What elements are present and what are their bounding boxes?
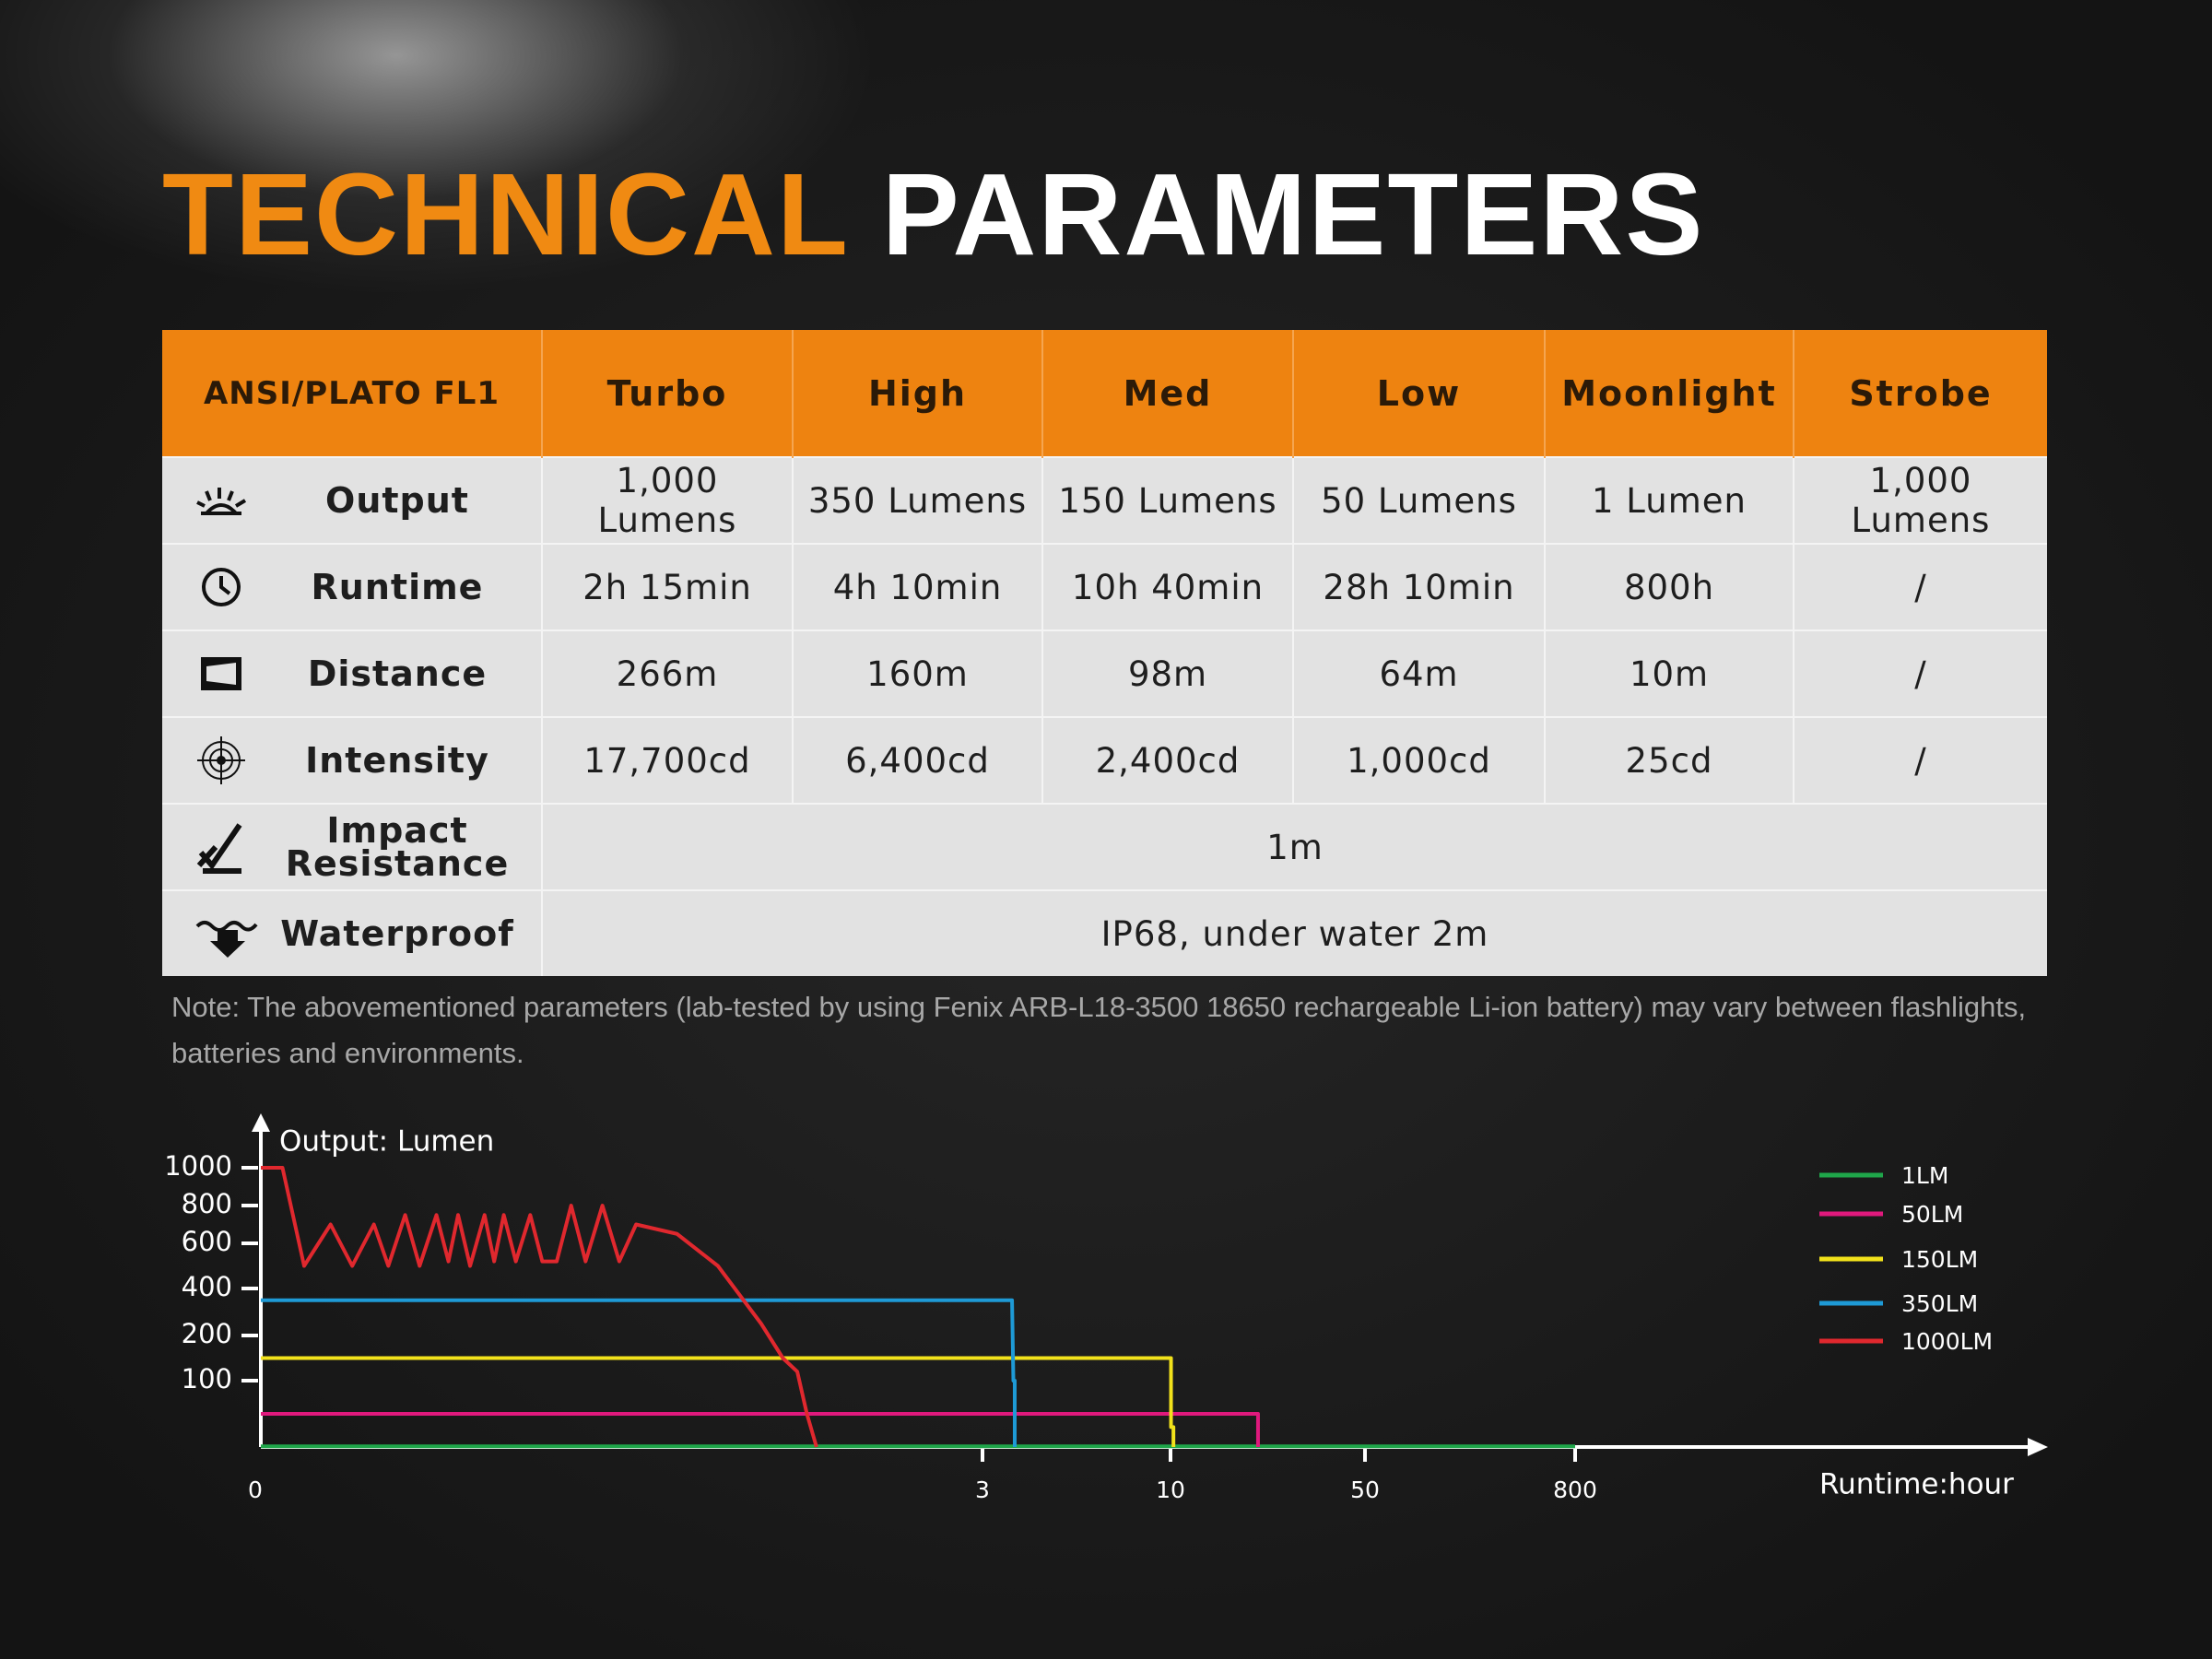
table-row: Impact Resistance 1m [162, 803, 2047, 890]
cell: 64m [1292, 629, 1545, 717]
x-axis-label: Runtime:hour [1819, 1468, 2014, 1501]
table-row: Runtime 2h 15min 4h 10min 10h 40min 28h 10mi… [162, 543, 2047, 630]
table-row: Output 1,000 Lumens 350 Lumens 150 Lumens 50… [162, 456, 2047, 544]
cell: 98m [1041, 629, 1293, 717]
header-cell: Strobe [1793, 330, 2047, 457]
cell: 1 Lumen [1544, 456, 1794, 544]
cell: 160m [792, 629, 1042, 717]
note: Note: The abovementioned parameters (lab… [171, 991, 2027, 1069]
legend-label: 1LM [1901, 1162, 1948, 1189]
cell: 17,700cd [541, 716, 793, 804]
table-body: Output 1,000 Lumens 350 Lumens 150 Lumens 50… [162, 456, 2047, 976]
header-cell: Turbo [541, 330, 793, 457]
row-label: Impact Resistance [162, 803, 542, 890]
cell: 1,000 Lumens [1793, 456, 2047, 544]
cell: 4h 10min [792, 543, 1042, 630]
y-tick-label: 800 [182, 1188, 232, 1219]
row-label: Runtime [162, 543, 542, 630]
cell: 10h 40min [1041, 543, 1293, 630]
x-tick-label: 10 [1156, 1477, 1185, 1503]
x-tick-label: 3 [975, 1477, 990, 1503]
cell: 28h 10min [1292, 543, 1545, 630]
title-highlight: TECHNICAL [162, 149, 848, 279]
x-tick-label: 800 [1553, 1477, 1597, 1503]
y-tick-label: 1000 [164, 1150, 232, 1182]
cell: / [1793, 716, 2047, 804]
series-line [261, 1166, 818, 1448]
table-row: Distance 266m 160m 98m 64m 10m / [162, 629, 2047, 717]
y-arrow [252, 1113, 270, 1132]
y-axis-label: Output: Lumen [279, 1125, 494, 1159]
y-tick-label: 200 [182, 1318, 232, 1349]
row-label: Intensity [162, 716, 542, 804]
header-cell: Med [1041, 330, 1293, 457]
spec-table: ANSI/PLATO FL1 Turbo High Med Low Moonlight St… [162, 330, 2047, 976]
cell: 1,000cd [1292, 716, 1545, 804]
header-cell: ANSI/PLATO FL1 [162, 330, 542, 457]
cell: 10m [1544, 629, 1794, 717]
header-cell: Moonlight [1544, 330, 1794, 457]
cell: / [1793, 543, 2047, 630]
x-arrow [2028, 1438, 2048, 1456]
cell: 800h [1544, 543, 1794, 630]
y-tick-label: 100 [182, 1363, 232, 1394]
cell: 350 Lumens [792, 456, 1042, 544]
header-cell: High [792, 330, 1042, 457]
cell: 2h 15min [541, 543, 793, 630]
series-line [261, 1298, 1017, 1447]
y-tick-label: 600 [182, 1226, 232, 1257]
cell: 25cd [1544, 716, 1794, 804]
series-line [261, 1412, 1260, 1447]
cell: 266m [541, 629, 793, 717]
cell: 6,400cd [792, 716, 1042, 804]
cell: 50 Lumens [1292, 456, 1545, 544]
title: TECHNICAL PARAMETERS [162, 147, 1704, 281]
row-label: Waterproof [162, 889, 542, 976]
cell: / [1793, 629, 2047, 717]
row-label: Output [162, 456, 542, 544]
legend-label: 50LM [1901, 1201, 1963, 1228]
cell: 150 Lumens [1041, 456, 1293, 544]
x-tick-label: 50 [1350, 1477, 1380, 1503]
legend-label: 350LM [1901, 1290, 1978, 1317]
y-tick-label: 400 [182, 1271, 232, 1302]
row-label: Distance [162, 629, 542, 717]
table-row: Waterproof IP68, under water 2m [162, 889, 2047, 976]
series-line [261, 1356, 1176, 1447]
x-tick-label: 0 [248, 1477, 263, 1503]
cell: IP68, under water 2m [541, 889, 2047, 976]
header-row: ANSI/PLATO FL1 Turbo High Med Low Moonlight St… [162, 330, 2047, 457]
table-row: Intensity 17,700cd 6,400cd 2,400cd 1,000cd 25… [162, 716, 2047, 804]
cell: 1m [541, 803, 2047, 890]
title-rest: PARAMETERS [881, 149, 1705, 279]
cell: 1,000 Lumens [541, 456, 793, 544]
header-cell: Low [1292, 330, 1545, 457]
legend-label: 1000LM [1901, 1328, 1993, 1355]
cell: 2,400cd [1041, 716, 1293, 804]
legend-label: 150LM [1901, 1246, 1978, 1273]
